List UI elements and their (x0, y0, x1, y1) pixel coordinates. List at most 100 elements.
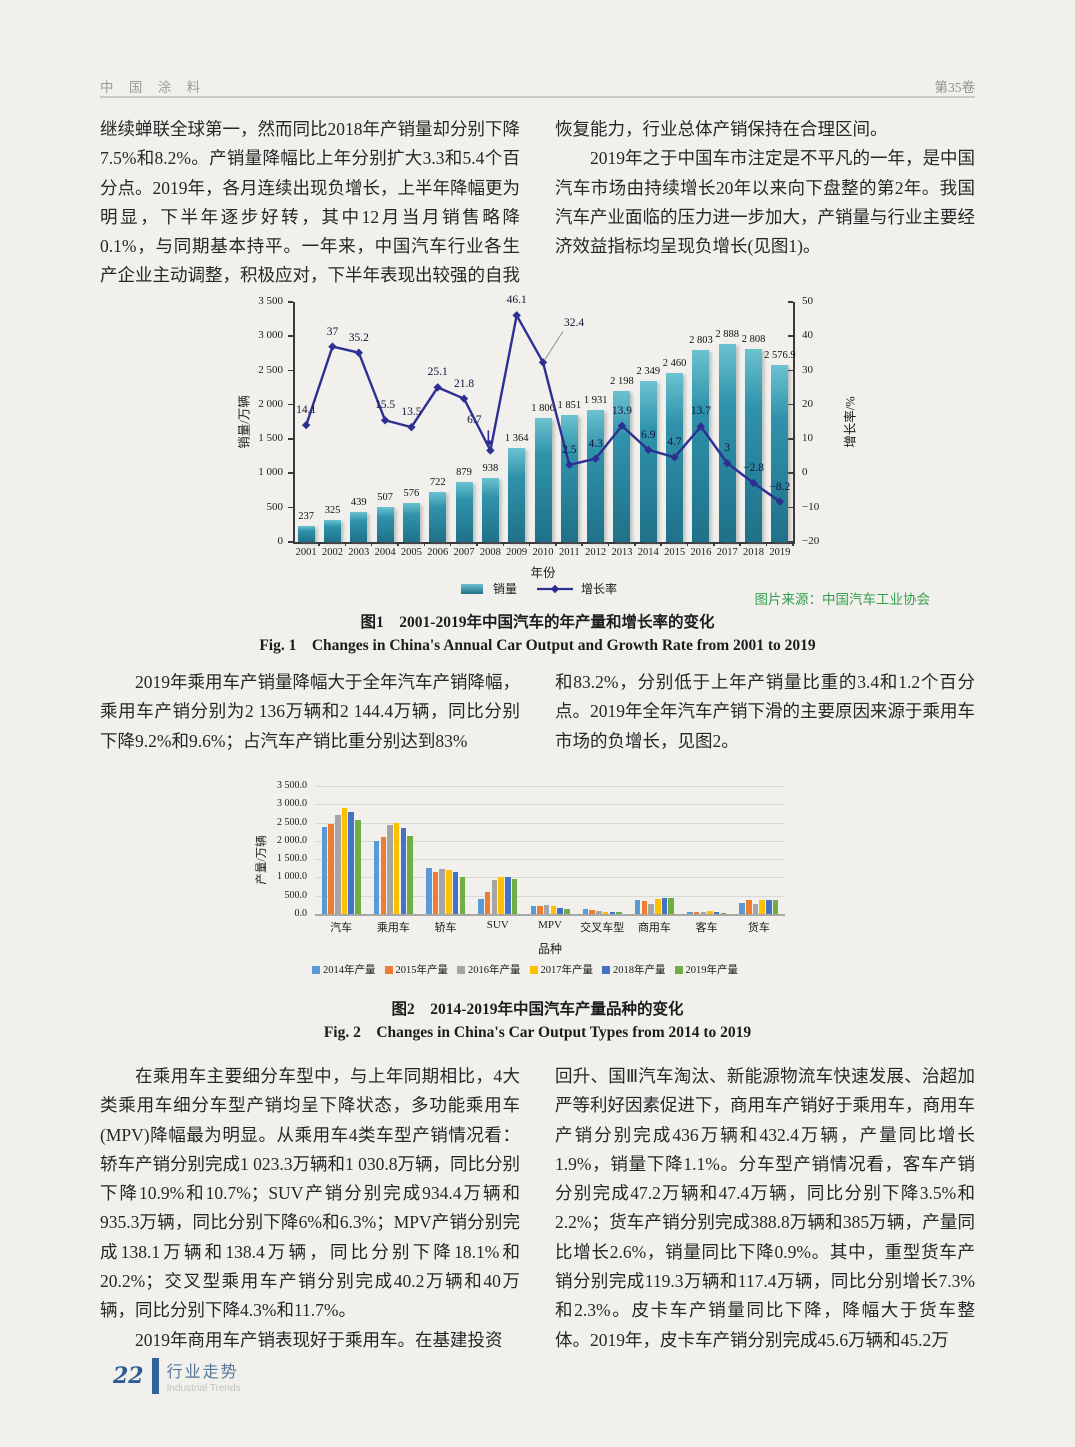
legend-swatch (312, 965, 320, 974)
tick-mark (555, 542, 557, 546)
legend-item: 2016年产量 (457, 962, 521, 977)
fig1-xtick: 2013 (611, 547, 633, 558)
bar-2017年产量 (498, 877, 504, 914)
fig1-xtick: 2011 (559, 547, 580, 558)
legend-swatch (457, 965, 465, 974)
bar-2018年产量 (348, 811, 354, 914)
footer-section-zh: 行业走势 (166, 1364, 239, 1381)
bar-2017年产量 (655, 898, 661, 914)
bar-value-label: 722 (429, 477, 446, 489)
tick-mark (502, 542, 505, 546)
fig1-xlabel: 年份 (530, 566, 556, 580)
bar-value-label: 325 (324, 504, 341, 516)
bar-2018年产量 (505, 877, 511, 914)
paragraph: 恢复能力，行业总体产销保持在合理区间。 (555, 119, 888, 139)
tick-mark (344, 542, 347, 546)
fig1-ytick-left: 0 (277, 535, 284, 547)
bar-value-label: 2 803 (689, 334, 713, 346)
tick-mark (788, 506, 793, 509)
fig2-legend: 2014年产量 2015年产量 2016年产量 2017年产量 2018年产量 2019年… (235, 962, 815, 977)
fig2-category-label: MPV (538, 919, 562, 931)
fig2-ytick: 2 000.0 (277, 834, 307, 846)
line-value-label: 4.7 (667, 436, 682, 449)
bar-2017年产量 (446, 870, 452, 914)
legend-swatch (602, 965, 610, 974)
line-value-label: 6.7 (467, 414, 482, 427)
tick-mark (288, 403, 293, 406)
gridline (315, 840, 785, 842)
fig2-category-label: 商用车 (637, 922, 671, 934)
bar-2015年产量 (693, 912, 700, 914)
line-value-label: 35.2 (348, 331, 369, 344)
tick-mark (288, 472, 293, 474)
bar-value-label: 439 (350, 496, 367, 508)
bar-value-label: 2 888 (715, 328, 740, 340)
bar-sales (692, 349, 710, 542)
gridline (315, 804, 785, 806)
fig1-legend: 销量 增长率 (225, 580, 865, 597)
fig1-ytick-left: 1 000 (258, 466, 283, 479)
bar-2018年产量 (713, 912, 720, 914)
fig2-category-label: 交叉车型 (580, 922, 625, 934)
fig1-right-axis (793, 302, 795, 542)
fig1-ytick-left: 2 500 (258, 363, 283, 376)
bar-value-label: 1 851 (557, 400, 582, 412)
tick-mark (370, 542, 373, 546)
bar-2016年产量 (752, 904, 759, 914)
bar-2014年产量 (478, 899, 484, 914)
fig1-ytick-right: −20 (802, 535, 820, 547)
figure2-chart: 0.0 500.0 1 000.0 1 500.0 2 000.0 2 500.0 3 00… (235, 780, 815, 980)
bar-value-label: 1 806 (531, 403, 555, 415)
bar-value-label: 2 460 (662, 358, 687, 370)
legend-swatch-growth (537, 584, 573, 593)
figure2-caption-en: Fig. 2 Changes in China's Car Output Typ… (323, 1024, 752, 1041)
bar-sales (639, 380, 657, 542)
fig1-xtick: 2009 (506, 547, 528, 558)
bar-value-label: 2 349 (636, 365, 661, 377)
bar-2018年产量 (766, 899, 772, 914)
fig2-category-label: 客车 (695, 922, 718, 934)
gridline (315, 877, 785, 879)
line-value-label: 46.1 (506, 294, 527, 307)
bar-2019年产量 (616, 912, 622, 914)
line-value-label: −8.2 (769, 480, 791, 493)
bottom-right-column: 回升、国Ⅲ汽车淘汰、新能源物流车快速发展、治超加严等利好因素促进下，商用车产销好… (555, 1062, 975, 1355)
line-value-label: 14.1 (296, 404, 317, 417)
bar-2019年产量 (668, 897, 674, 914)
legend-swatch-sales (460, 583, 483, 594)
legend-item: 2018年产量 (602, 962, 666, 977)
bar-2015年产量 (746, 899, 752, 914)
fig1-ytick-right: 40 (802, 329, 813, 342)
figure1-caption-zh: 图1 2001-2019年中国汽车的年产量和增长率的变化 (360, 614, 715, 631)
fig1-xtick: 2018 (743, 547, 765, 558)
tick-mark (318, 542, 320, 546)
fig1-ytick-left: 2 000 (258, 397, 283, 410)
tick-mark (288, 301, 293, 303)
line-value-label: 13.5 (401, 406, 422, 419)
bar-2015年产量 (328, 824, 334, 914)
bar-2017年产量 (341, 808, 348, 914)
line-value-label: 4.3 (588, 437, 603, 450)
bar-sales (534, 418, 552, 542)
fig1-ytick-right: 0 (802, 466, 808, 479)
fig1-xtick: 2014 (637, 547, 659, 558)
line-value-label: 25.1 (427, 366, 448, 379)
intro-right-column: 恢复能力，行业总体产销保持在合理区间。 2019年之于中国车市注定是不平凡的一年… (555, 115, 975, 291)
bar-2019年产量 (355, 820, 361, 914)
fig1-ytick-left: 500 (266, 500, 284, 513)
bar-value-label: 576 (403, 487, 420, 499)
fig1-xtick: 2019 (769, 547, 791, 558)
bar-sales (718, 343, 736, 542)
tick-mark (634, 542, 636, 546)
paragraph: 在乘用车主要细分车型中，与上年同期相比，4大类乘用车细分车型产销均呈下降状态，多… (100, 1066, 520, 1321)
tick-mark (288, 541, 293, 543)
fig1-ytick-right: 50 (802, 295, 813, 307)
fig1-xtick: 2002 (321, 547, 343, 558)
bar-sales (350, 511, 368, 542)
fig1-ytick-left: 3 000 (258, 329, 283, 342)
figure1-chart: 0 500 1 000 1 500 2 000 2 500 3 000 3 500 −20 −10… (225, 292, 865, 596)
intro-left-column: 继续蝉联全球第一，然而同比2018年产销量却分别下降7.5%和8.2%。产销量降… (100, 115, 520, 291)
growth-rate-line (301, 311, 785, 506)
bar-2019年产量 (511, 879, 518, 914)
